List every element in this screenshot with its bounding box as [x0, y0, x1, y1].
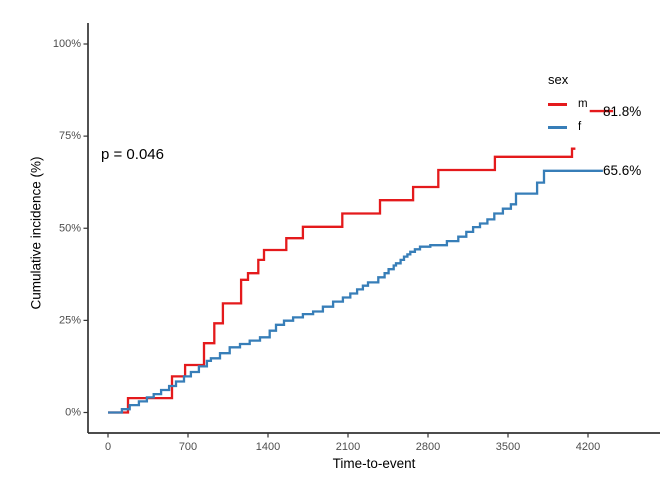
legend: sex m f — [548, 72, 588, 135]
y-tick-label: 75% — [59, 130, 81, 142]
p-value-annotation: p = 0.046 — [101, 146, 164, 163]
end-label-f: 65.6% — [603, 163, 642, 179]
x-tick-label: 700 — [179, 441, 197, 453]
curve-f — [108, 169, 603, 414]
legend-key-m-icon — [548, 103, 567, 106]
x-tick-label: 4200 — [576, 441, 600, 453]
y-tick-label: 50% — [59, 222, 81, 234]
x-axis-title: Time-to-event — [332, 456, 416, 471]
x-tick-label: 2100 — [336, 441, 360, 453]
y-tick-label: 25% — [59, 314, 81, 326]
y-tick-label: 0% — [65, 407, 81, 419]
y-axis-title: Cumulative incidence (%) — [28, 156, 44, 310]
legend-key-f-icon — [548, 126, 567, 129]
x-tick-label: 3500 — [496, 441, 520, 453]
x-tick-label: 0 — [105, 441, 111, 453]
x-tick-label: 2800 — [416, 441, 440, 453]
legend-title: sex — [548, 72, 569, 87]
curve-m — [108, 147, 576, 414]
legend-item-f: f — [548, 120, 588, 135]
y-tick-label: 100% — [53, 38, 81, 50]
end-label-m: 81.8% — [603, 103, 642, 119]
legend-label-f: f — [578, 121, 582, 133]
x-tick-label: 1400 — [256, 441, 280, 453]
legend-item-m: m — [548, 97, 588, 112]
legend-label-m: m — [578, 98, 588, 110]
